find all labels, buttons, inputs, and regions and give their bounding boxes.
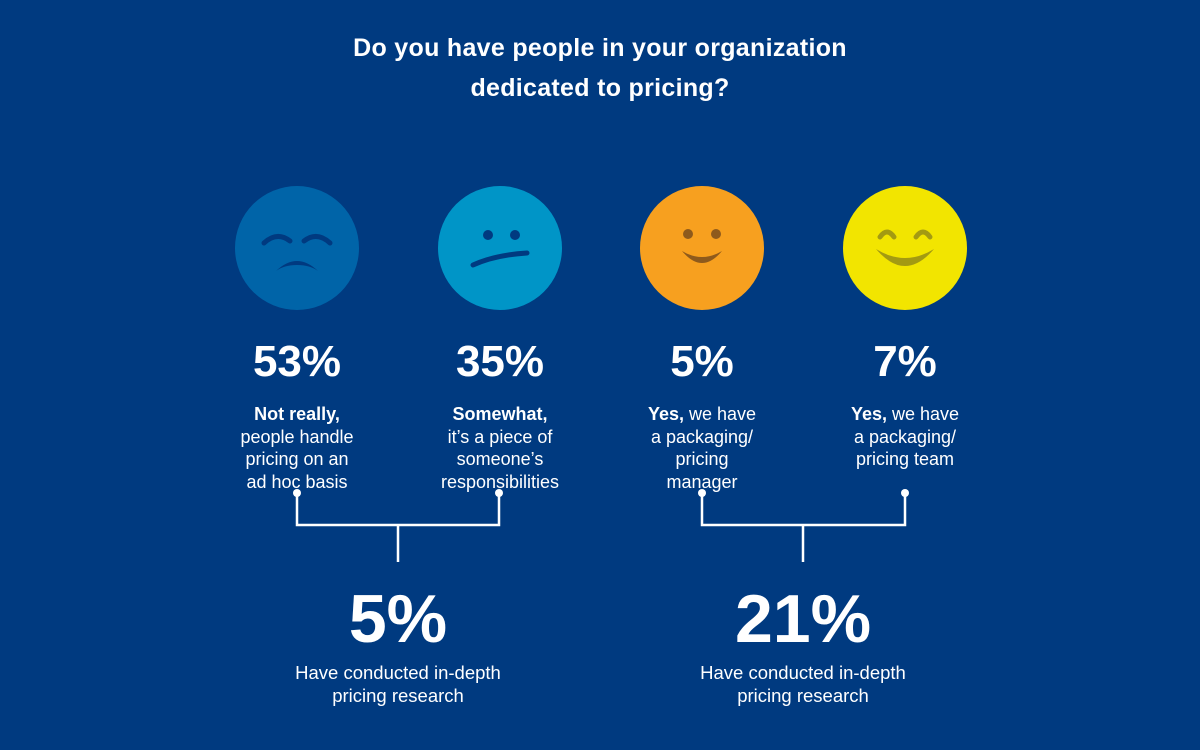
answer-line: responsibilities [440,471,560,492]
summary-line: pricing research [737,684,869,706]
percent-pricing-manager: 5% [670,337,734,386]
sad-face-icon [235,186,359,310]
description-somewhat: Somewhat, it’s a piece of someone’s resp… [400,403,600,493]
summary-line: pricing research [332,684,464,706]
title-line-1: Do you have people in your organization [353,34,847,62]
survey-question-title: Do you have people in your organization … [0,28,1200,108]
title-line-2: dedicated to pricing? [470,74,730,102]
response-pricing-team: 7% Yes, we have a packaging/ pricing tea… [805,183,1005,471]
summary-caption: Have conducted in-depth pricing research [623,662,983,707]
answer-label: Yes, [647,404,684,424]
bracket-dot [293,489,301,497]
summary-line: Have conducted in-depth [700,662,906,683]
summary-percent: 21% [734,581,872,657]
answer-line: pricing on an [245,449,349,469]
percent-pricing-team: 7% [873,337,937,386]
description-pricing-manager: Yes, we have a packaging/ pricing manage… [602,403,802,493]
happy-face-icon [843,186,967,310]
answer-line: pricing [675,449,729,469]
neutral-face-icon [438,186,562,310]
bracket-dot [495,489,503,497]
percent-somewhat: 35% [455,337,545,386]
answer-line: a packaging/ [650,426,754,447]
right-bracket [700,493,907,562]
left-bracket [295,493,501,562]
percent-not-really: 53% [252,337,342,386]
response-pricing-manager: 5% Yes, we have a packaging/ pricing man… [602,183,802,493]
answer-label: Somewhat, [452,404,548,424]
summary-line: Have conducted in-depth [295,662,501,683]
description-not-really: Not really, people handle pricing on an … [197,403,397,493]
description-pricing-team: Yes, we have a packaging/ pricing team [805,403,1005,471]
response-not-really: 53% Not really, people handle pricing on… [197,183,397,493]
answer-label: Not really, [254,404,340,424]
summary-left: 5% Have conducted in-depth pricing resea… [218,582,578,707]
bracket-dot [901,489,909,497]
bracket-dot [698,489,706,497]
answer-line: someone’s [456,449,544,469]
smiling-face-icon [640,186,764,310]
answer-line: ad hoc basis [246,471,348,492]
answer-line: people handle [240,426,354,447]
summary-percent: 5% [348,581,448,657]
answer-line: manager [666,471,738,492]
summary-caption: Have conducted in-depth pricing research [218,662,578,707]
answer-line: we have [684,404,757,424]
answer-line: we have [887,404,960,424]
answer-line: pricing team [855,449,955,469]
response-somewhat: 35% Somewhat, it’s a piece of someone’s … [400,183,600,493]
summary-right: 21% Have conducted in-depth pricing rese… [623,582,983,707]
answer-line: it’s a piece of [447,426,553,447]
answer-label: Yes, [850,404,887,424]
answer-line: a packaging/ [853,426,957,447]
